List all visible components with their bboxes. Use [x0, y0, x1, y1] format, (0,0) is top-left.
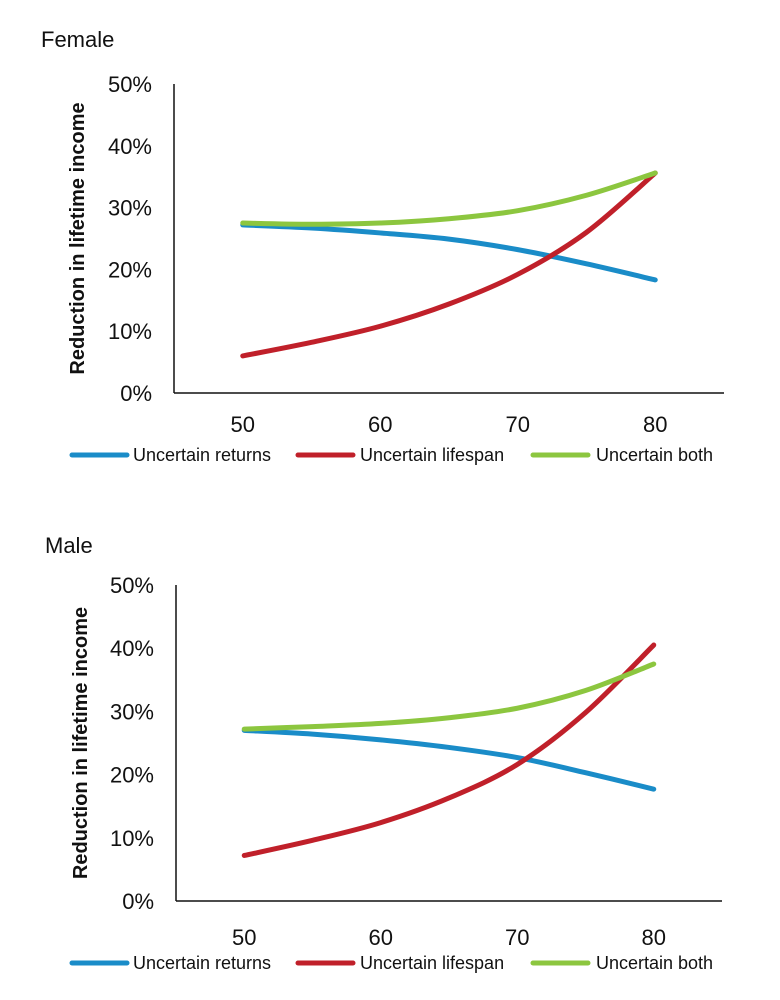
y-tick-label: 50%: [110, 573, 154, 598]
legend-label: Uncertain returns: [133, 445, 271, 465]
y-tick-label: 20%: [110, 763, 154, 788]
x-tick-label: 50: [231, 412, 255, 437]
y-tick-label: 40%: [108, 134, 152, 159]
y-tick-label: 10%: [108, 319, 152, 344]
y-tick-label: 50%: [108, 72, 152, 97]
x-tick-label: 60: [369, 925, 393, 950]
male-chart-panel: Male 0% 10% 20% 30% 40% 50% 50 60 70 80 Reduction …: [0, 505, 780, 1000]
y-tick-label: 30%: [110, 699, 154, 724]
series-line-uncertain-lifespan: [240, 170, 658, 359]
legend-label: Uncertain lifespan: [360, 953, 504, 973]
y-axis-label: Reduction in lifetime income: [67, 102, 89, 374]
y-tick-label: 40%: [110, 636, 154, 661]
x-tick-label: 70: [506, 412, 530, 437]
y-tick-label: 20%: [108, 257, 152, 282]
y-tick-label: 10%: [110, 826, 154, 851]
series-line-uncertain-lifespan: [241, 642, 657, 858]
legend-label: Uncertain lifespan: [360, 445, 504, 465]
x-tick-label: 50: [232, 925, 256, 950]
series-line-uncertain-returns: [241, 727, 657, 792]
female-line-chart: 0% 10% 20% 30% 40% 50% 50 60 70 80 Reduction in li…: [67, 72, 724, 465]
legend-label: Uncertain returns: [133, 953, 271, 973]
x-tick-label: 80: [643, 412, 667, 437]
y-tick-label: 0%: [120, 381, 152, 406]
legend-label: Uncertain both: [596, 445, 713, 465]
y-tick-label: 0%: [122, 889, 154, 914]
female-chart-panel: Female 0% 10% 20% 30% 40% 50% 50 60 70 80 Reductio…: [41, 27, 724, 465]
series-line-uncertain-both: [241, 661, 657, 732]
series-line-uncertain-returns: [240, 222, 658, 283]
series-line-uncertain-both: [240, 170, 658, 227]
chart-title: Female: [41, 27, 115, 52]
male-line-chart: 0% 10% 20% 30% 40% 50% 50 60 70 80 Reduction in li…: [69, 573, 722, 973]
legend-label: Uncertain both: [596, 953, 713, 973]
x-tick-label: 70: [505, 925, 529, 950]
x-tick-label: 60: [368, 412, 392, 437]
y-tick-label: 30%: [108, 196, 152, 221]
y-axis-label: Reduction in lifetime income: [70, 607, 92, 879]
x-tick-label: 80: [642, 925, 666, 950]
chart-title: Male: [45, 533, 93, 558]
